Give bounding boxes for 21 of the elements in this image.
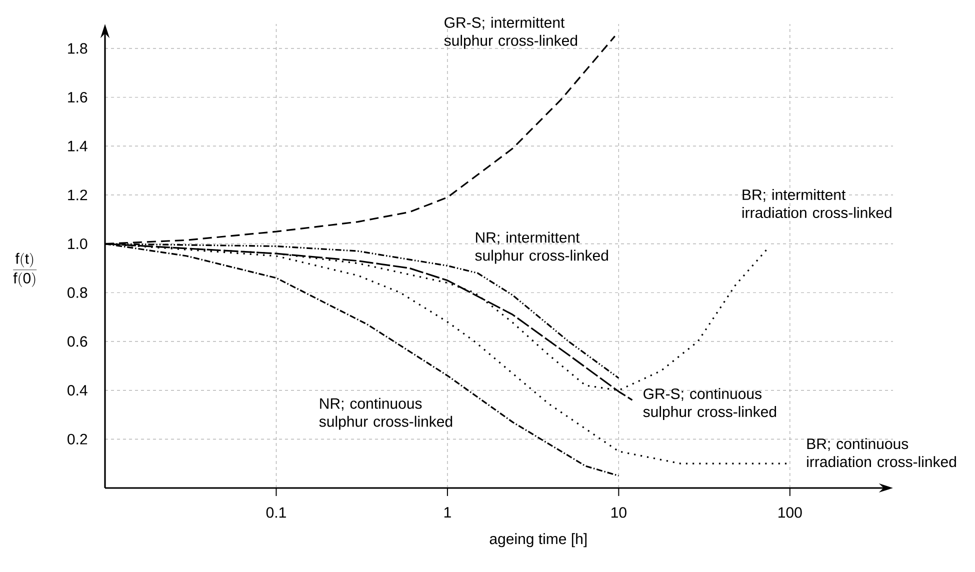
y-tick-label: 1.2 [68, 190, 88, 200]
y-tick-label: 0.4 [68, 384, 88, 396]
x-tick-label: 100 [778, 507, 802, 518]
y-tick-label: 0.2 [68, 434, 88, 444]
x-tick-label: 10 [611, 507, 626, 518]
x-tick-label: 1 [444, 507, 451, 518]
x-tick-label: 0.1 [266, 507, 286, 518]
series-label: NR; intermittent sulphur cross-linked [475, 232, 608, 264]
y-tick-label: 1.4 [68, 140, 88, 152]
y-tick-label: 1.6 [68, 92, 88, 103]
series-label: GR-S; intermittent sulphur cross-linked [444, 16, 578, 49]
y-tick-label: 0.8 [68, 287, 88, 298]
series-label: GR-S; continuous sulphur cross-linked [643, 388, 776, 420]
y-tick-label: 0.6 [68, 336, 88, 347]
text: BR; intermittent irradiation cross-linked [742, 189, 892, 218]
x-axis-title: ageing time [h] [490, 533, 586, 548]
series-label: BR; continuous irradiation cross-linked [807, 438, 956, 468]
series-label: NR; continuous sulphur cross-linked [319, 398, 452, 430]
y-axis-title: $\frac{\mathrm{f(t)}}{\mathrm{f(0)}}$ [13, 252, 37, 287]
y-tick-label: 1.8 [68, 43, 88, 54]
y-tick-label: 1.0 [68, 238, 88, 250]
